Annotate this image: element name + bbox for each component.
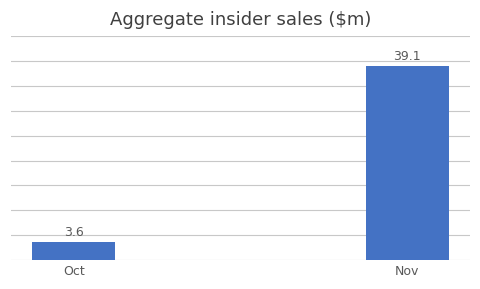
- Title: Aggregate insider sales ($m): Aggregate insider sales ($m): [109, 11, 371, 29]
- Bar: [365, 66, 448, 260]
- Text: 3.6: 3.6: [64, 226, 84, 239]
- Bar: [32, 242, 115, 260]
- Text: 39.1: 39.1: [393, 50, 420, 63]
